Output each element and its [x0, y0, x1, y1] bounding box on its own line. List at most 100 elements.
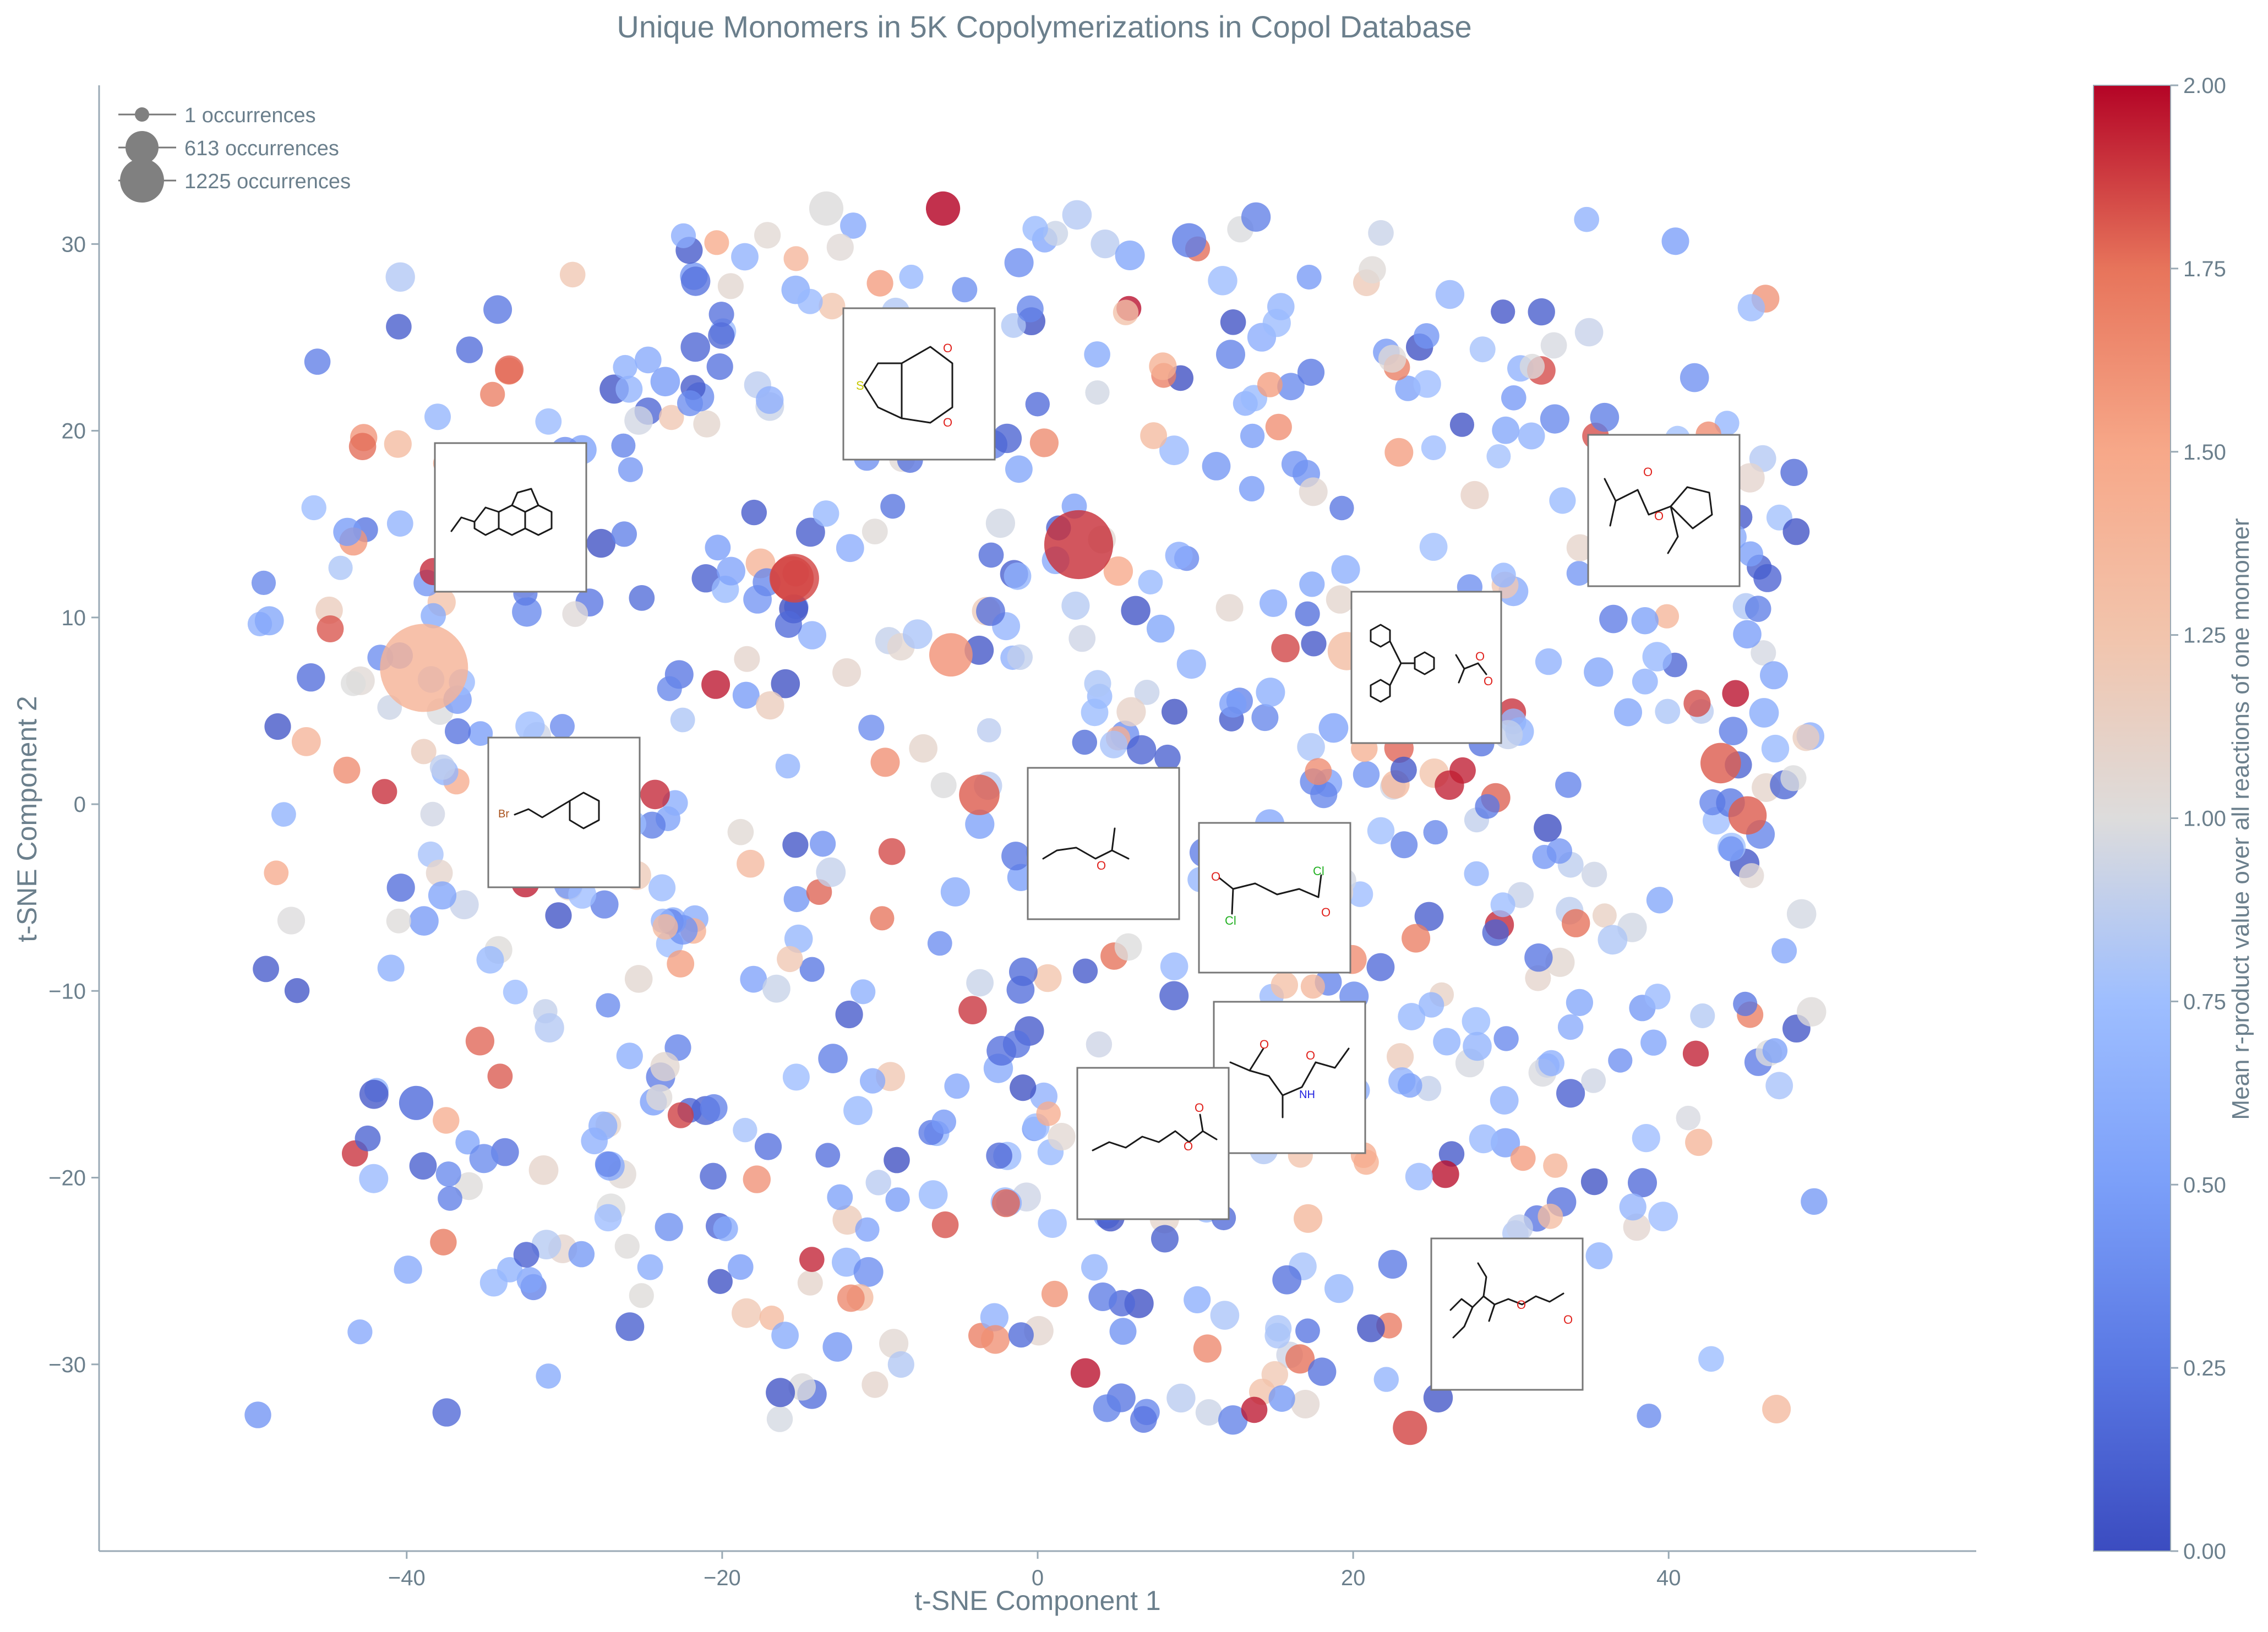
molecule-inset-edot: S O O [842, 307, 996, 461]
data-point [1416, 1076, 1442, 1101]
x-axis-title: t-SNE Component 1 [914, 1585, 1160, 1616]
x-axis-ticks: −40 −20 0 20 40 [388, 1551, 1681, 1590]
data-point [1510, 1145, 1536, 1171]
data-point [980, 1303, 1008, 1331]
data-point [743, 1165, 771, 1193]
data-point [244, 1401, 271, 1428]
y-tick-label: 30 [62, 232, 86, 256]
data-point [650, 1052, 680, 1082]
data-point [1373, 1367, 1399, 1392]
data-point [1184, 1286, 1211, 1313]
data-point [832, 1205, 862, 1235]
data-point [1310, 781, 1338, 809]
data-point [1744, 596, 1771, 622]
data-point [1780, 765, 1807, 792]
data-point [797, 288, 823, 314]
data-point [1215, 594, 1244, 622]
data-point [614, 1233, 640, 1259]
data-point [1491, 299, 1515, 324]
data-point-highlight [1044, 510, 1114, 580]
colorbar-tick-label: 1.75 [2183, 257, 2226, 281]
data-point [1130, 1406, 1157, 1433]
data-point [818, 1044, 848, 1073]
data-point [333, 517, 362, 546]
data-point [732, 1298, 761, 1328]
data-point [813, 500, 839, 527]
data-point [535, 1013, 564, 1043]
data-point [827, 1184, 853, 1210]
data-point [384, 430, 412, 458]
data-point [596, 993, 620, 1018]
data-point [386, 510, 413, 537]
data-point [1534, 814, 1562, 842]
y-tick-label: 0 [74, 793, 86, 817]
oxygen-label: O [1484, 674, 1493, 688]
data-point [1642, 642, 1672, 672]
data-point [1761, 734, 1790, 763]
data-point [1202, 452, 1231, 481]
data-point [1265, 1315, 1292, 1342]
data-point [1086, 1031, 1113, 1058]
chart-title: Unique Monomers in 5K Copolymerizations … [617, 9, 1471, 44]
data-point [870, 906, 895, 931]
data-point [1010, 1074, 1037, 1101]
data-point [1646, 887, 1673, 914]
oxygen-label: O [943, 341, 952, 355]
data-point [677, 390, 703, 417]
data-point [1007, 644, 1033, 670]
oxygen-label: O [1563, 1313, 1573, 1327]
data-point [1146, 614, 1175, 643]
data-point [1574, 206, 1599, 232]
data-point [737, 849, 765, 878]
data-point [1682, 1040, 1709, 1067]
data-point [1585, 1242, 1613, 1269]
data-point [1490, 892, 1515, 918]
data-point [771, 669, 800, 698]
data-point [386, 314, 412, 340]
data-point-highlight [1172, 223, 1207, 258]
data-point [1556, 1079, 1585, 1108]
data-point [799, 957, 825, 982]
data-point [568, 1241, 595, 1268]
data-point [432, 1398, 461, 1427]
data-point [1353, 761, 1380, 788]
data-point [1719, 836, 1744, 861]
data-point [977, 718, 1001, 743]
colorbar-title: Mean r-product value over all reactions … [2227, 518, 2254, 1120]
data-point [1581, 861, 1607, 888]
data-point [981, 1325, 1010, 1354]
data-point [1162, 698, 1187, 725]
data-point [1048, 1123, 1076, 1151]
data-point [1735, 463, 1765, 493]
data-point [594, 1204, 622, 1232]
data-point [1501, 385, 1526, 411]
data-point [850, 979, 876, 1005]
data-point [733, 1117, 757, 1143]
colorbar-tick-label: 0.25 [2183, 1356, 2226, 1380]
data-point-highlight [380, 624, 468, 712]
data-point [1654, 604, 1680, 629]
data-point [1623, 1213, 1650, 1241]
data-point [284, 978, 310, 1003]
data-point [878, 838, 906, 865]
data-point [1159, 435, 1189, 466]
data-point [1062, 200, 1092, 230]
data-point [1557, 1014, 1584, 1040]
data-point [1435, 280, 1465, 309]
data-point [796, 517, 825, 547]
data-point [835, 1000, 863, 1029]
data-point [1433, 1028, 1461, 1056]
data-point [1151, 1225, 1179, 1253]
data-point [1088, 1282, 1117, 1311]
data-point [1378, 1249, 1408, 1279]
data-point [1295, 1318, 1320, 1344]
data-point [1041, 1280, 1068, 1307]
data-point [254, 606, 284, 636]
data-point [1519, 353, 1545, 379]
data-point [1419, 533, 1448, 561]
data-point [1574, 318, 1604, 347]
data-point [513, 1242, 539, 1268]
data-point [435, 1161, 461, 1187]
data-point [1760, 661, 1788, 690]
